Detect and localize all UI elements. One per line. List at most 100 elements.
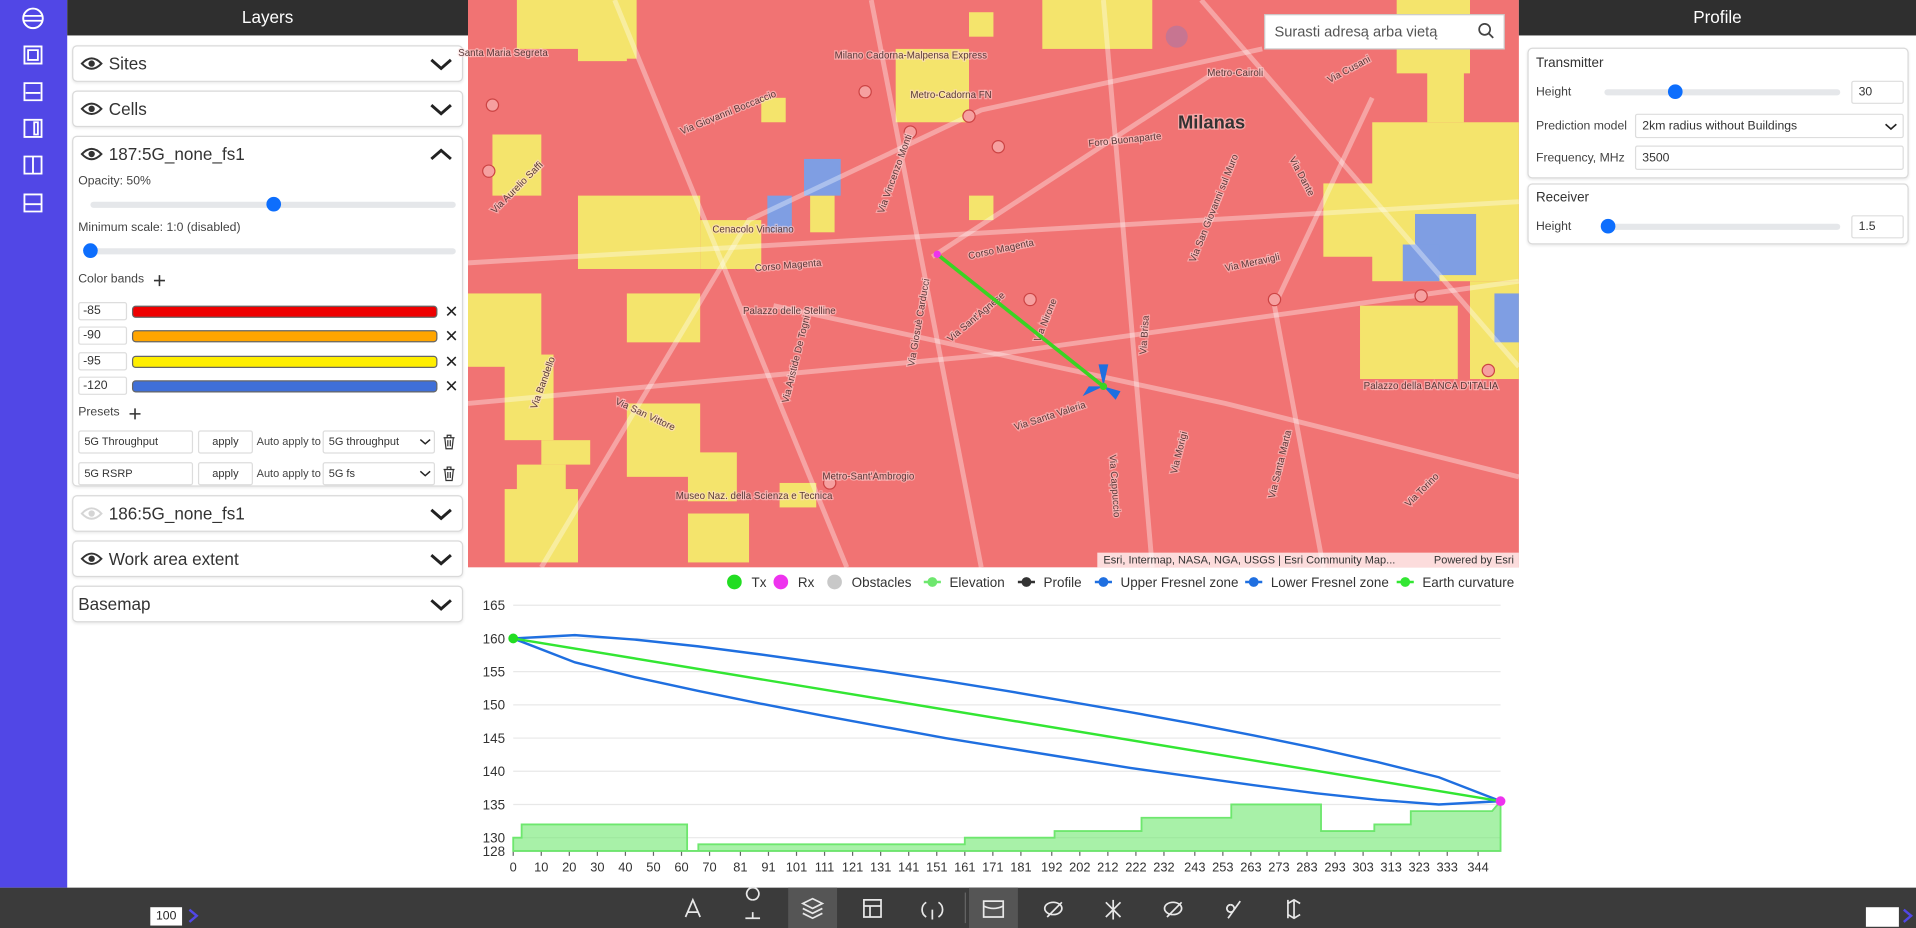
remove-button[interactable] (446, 330, 457, 341)
legend-label[interactable]: Earth curvature (1422, 575, 1514, 590)
legend-label[interactable]: Lower Fresnel zone (1271, 575, 1389, 590)
legend-label[interactable]: Obstacles (852, 575, 912, 590)
delete-preset[interactable] (442, 466, 455, 482)
band-value-input[interactable]: -90 (78, 326, 128, 345)
band-color[interactable] (131, 355, 438, 369)
chevron[interactable] (419, 438, 431, 445)
height-input[interactable]: 1.5 (1851, 215, 1904, 239)
tool-button[interactable] (1287, 898, 1301, 920)
x-tick-label: 263 (1240, 860, 1261, 875)
tool-button[interactable] (1226, 900, 1241, 919)
chevron[interactable] (429, 56, 453, 71)
tool-button[interactable] (1043, 901, 1063, 918)
chevron[interactable] (419, 470, 431, 477)
chevron[interactable] (429, 101, 453, 116)
sidebar-button[interactable] (23, 118, 43, 138)
add-button[interactable] (129, 408, 141, 420)
x-tick-label: 212 (1097, 860, 1118, 875)
remove-button[interactable] (446, 306, 457, 317)
band-color[interactable] (131, 305, 438, 318)
visibility-toggle[interactable] (80, 551, 103, 566)
legend-label[interactable]: Tx (751, 575, 766, 590)
map-label: Metro-Cadorna FN (910, 90, 991, 101)
eye-outline (80, 57, 103, 70)
apply-button[interactable]: apply (197, 462, 253, 486)
legend-label[interactable]: Upper Fresnel zone (1121, 575, 1239, 590)
map-label: Cenacolo Vinciano (712, 224, 794, 235)
sidebar-button[interactable] (23, 193, 43, 213)
chevron[interactable] (429, 597, 453, 612)
right-input[interactable] (1865, 907, 1899, 927)
delete-preset[interactable] (442, 434, 455, 450)
preset-name[interactable]: 5G RSRP (78, 462, 194, 486)
frequency-input[interactable]: 3500 (1634, 145, 1904, 170)
legend-label[interactable]: Rx (798, 575, 815, 590)
remove-button[interactable] (446, 380, 457, 391)
chevron-shape (419, 470, 431, 477)
scale-input[interactable]: 100 (150, 907, 183, 926)
tool-button[interactable] (684, 897, 701, 918)
slider-thumb[interactable] (265, 196, 281, 212)
next-arrow[interactable] (188, 908, 199, 923)
band-color[interactable] (131, 330, 438, 343)
band-value-input[interactable]: -85 (78, 301, 128, 321)
add-button[interactable] (153, 275, 165, 287)
eye-pupil (88, 105, 95, 112)
height-input[interactable]: 30 (1851, 80, 1904, 104)
legend-swatch[interactable] (773, 574, 789, 590)
map-label: Palazzo delle Stelline (743, 306, 836, 317)
powered-by: Powered by Esri (1434, 555, 1514, 567)
sidebar-button[interactable] (23, 155, 43, 175)
y-tick-label: 150 (483, 698, 505, 713)
map-label: Via Brisa (1138, 315, 1152, 355)
tool-button[interactable] (863, 899, 882, 918)
visibility-toggle[interactable] (80, 101, 103, 116)
coverage-tile (810, 195, 835, 233)
coverage-tile (1427, 48, 1464, 123)
model-select[interactable]: 2km radius without Buildings (1634, 113, 1904, 139)
cross-shape (446, 306, 457, 317)
tool-button[interactable] (1163, 901, 1183, 918)
legend-swatch[interactable] (727, 574, 742, 590)
chevron[interactable] (429, 551, 453, 566)
band-color[interactable] (131, 380, 438, 393)
preset-target-select[interactable]: 5G throughput (322, 430, 436, 454)
visibility-toggle[interactable] (80, 56, 103, 71)
legend-label[interactable]: Profile (1044, 575, 1082, 590)
tool-button[interactable] (745, 886, 761, 920)
y-tick-label: 155 (483, 665, 505, 680)
search-box[interactable] (1264, 14, 1505, 50)
preset-target-select[interactable]: 5G fs (322, 462, 436, 486)
next-arrow[interactable] (1903, 908, 1914, 923)
band-value-input[interactable]: -120 (78, 376, 128, 395)
eye-pupil (88, 510, 95, 517)
layers-header: Layers (67, 0, 469, 36)
sidebar-button[interactable] (23, 45, 43, 65)
x-tick-label: 293 (1324, 860, 1345, 875)
x-tick-label: 111 (815, 860, 834, 875)
visibility-toggle[interactable] (80, 147, 103, 162)
coverage-tile (1360, 305, 1458, 380)
band-value-input[interactable]: -95 (78, 352, 128, 371)
chevron[interactable] (1884, 122, 1897, 131)
sidebar-button[interactable] (23, 82, 43, 102)
visibility-toggle[interactable] (80, 506, 103, 521)
tool-button[interactable] (982, 900, 1005, 918)
chevron[interactable] (429, 506, 453, 521)
slider-thumb[interactable] (1667, 84, 1683, 100)
preset-name[interactable]: 5G Throughput (78, 430, 194, 454)
tool-button[interactable] (1105, 899, 1122, 920)
slider-thumb[interactable] (83, 243, 98, 258)
remove-button[interactable] (446, 356, 457, 367)
x-tick-label: 303 (1352, 860, 1373, 875)
slider-thumb[interactable] (1600, 218, 1616, 234)
search-icon[interactable] (1478, 22, 1492, 36)
apply-button[interactable]: apply (197, 430, 253, 454)
receiver-card: Receiver Height 1.5 (1527, 183, 1909, 245)
legend-swatch[interactable] (827, 574, 842, 590)
legend-label[interactable]: Elevation (949, 575, 1004, 590)
tool-button[interactable] (921, 901, 944, 920)
tool-button[interactable] (800, 897, 825, 920)
chevron[interactable] (429, 147, 453, 162)
